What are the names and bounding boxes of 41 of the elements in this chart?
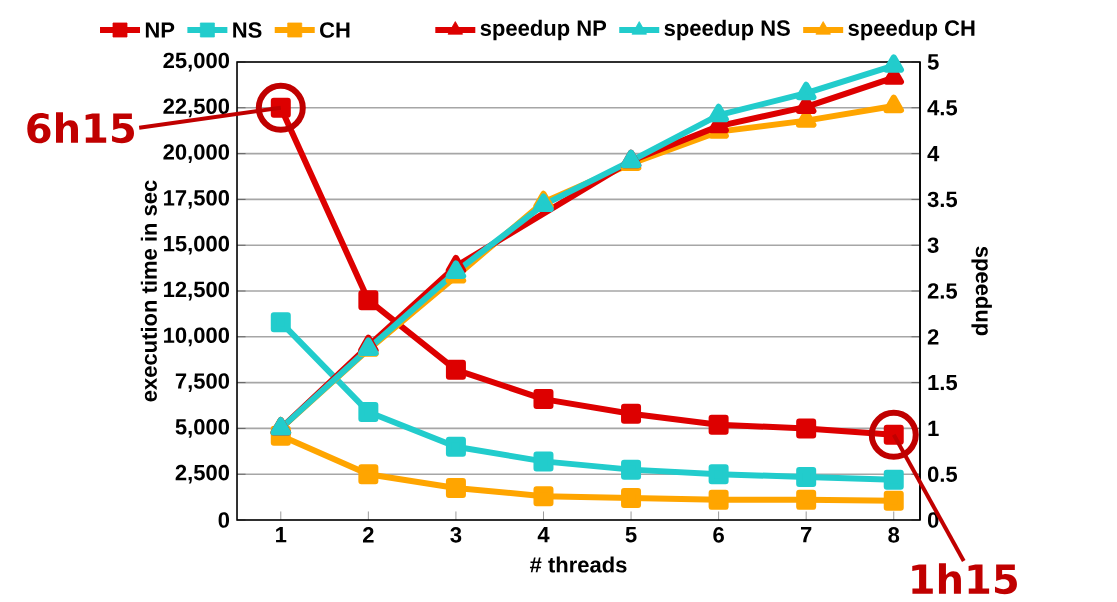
- y2-tick-label: 3: [927, 237, 939, 254]
- legend-label: speedup NS: [664, 19, 790, 41]
- y-tick-label: 25,000: [163, 52, 230, 72]
- y-tick-label: 20,000: [163, 144, 230, 164]
- y-tick-label: 5,000: [175, 419, 230, 438]
- legend-label: speedup CH: [848, 19, 975, 41]
- y-tick-label: 0: [218, 512, 230, 528]
- y-tick-label: 7,500: [175, 373, 230, 392]
- y-tick-label: 2,500: [175, 464, 230, 484]
- x-tick-label: 1: [276, 527, 287, 543]
- y-tick-label: 12,500: [164, 281, 230, 301]
- y2-tick-label: 0.5: [927, 466, 958, 482]
- y-axis-title: execution time in sec: [140, 180, 157, 402]
- legend-label: CH: [320, 22, 350, 38]
- legend-label: NS: [233, 22, 262, 38]
- x-axis-title: # threads: [529, 556, 627, 573]
- annotation: 1h15: [912, 563, 1017, 595]
- y-tick-label: 22,500: [163, 98, 230, 118]
- legend-label: NP: [145, 22, 175, 38]
- x-tick-label: 4: [537, 527, 550, 543]
- y2-axis-title: speedup: [971, 246, 992, 336]
- x-tick-label: 5: [625, 527, 637, 543]
- y2-tick-label: 2.5: [927, 283, 958, 299]
- y2-tick-label: 5: [927, 54, 939, 70]
- legend-label: speedup NP: [480, 19, 607, 41]
- y-tick-label: 10,000: [164, 327, 230, 347]
- x-tick-label: 2: [362, 527, 374, 543]
- y-tick-label: 15,000: [164, 235, 230, 255]
- y2-tick-label: 2: [927, 329, 939, 345]
- y2-tick-label: 1.5: [928, 374, 958, 391]
- y2-tick-label: 3.5: [927, 191, 958, 208]
- x-tick-label: 6: [713, 527, 724, 543]
- y-tick-label: 17,500: [164, 190, 230, 209]
- x-tick-label: 3: [450, 527, 462, 543]
- y2-tick-label: 0: [927, 512, 939, 528]
- x-tick-label: 7: [801, 527, 812, 543]
- y2-tick-label: 4.5: [927, 100, 958, 116]
- y2-tick-label: 4: [927, 146, 940, 162]
- x-tick-label: 8: [888, 527, 900, 543]
- annotation: 6h15: [27, 112, 134, 144]
- y2-tick-label: 1: [928, 420, 939, 436]
